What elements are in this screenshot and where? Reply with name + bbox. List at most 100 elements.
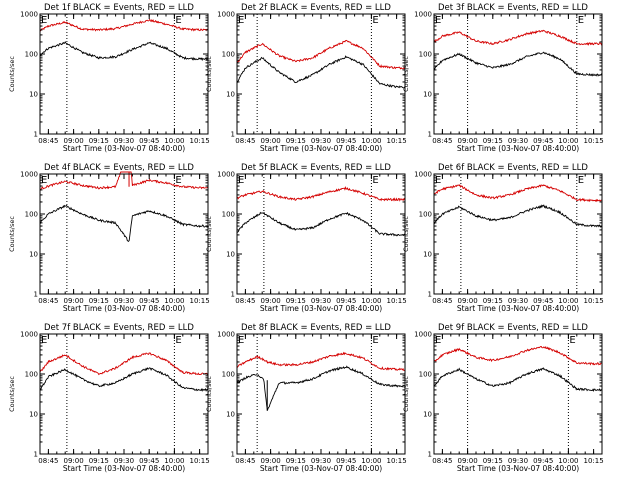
series-events-line (434, 204, 602, 228)
y-tick-label: 100 (25, 211, 38, 219)
x-tick-label: 09:30 (311, 297, 331, 305)
x-axis-label: Start Time (03-Nov-07 08:40:00) (63, 304, 185, 313)
panel-title: Det 1f BLACK = Events, RED = LLD (44, 3, 194, 13)
series-lld-line (40, 171, 208, 191)
panel-4: Det 4f BLACK = Events, RED = LLD 1 10 100 10… (8, 163, 210, 313)
y-tick-label: 100 (419, 51, 432, 59)
x-tick-label: 09:45 (139, 297, 159, 305)
x-tick-label: 10:00 (558, 137, 578, 145)
x-tick-label: 09:45 (533, 297, 553, 305)
axes-frame (39, 13, 209, 135)
e-mark: E (41, 15, 47, 26)
x-tick-label: 09:00 (458, 297, 478, 305)
x-axis-label: Start Time (03-Nov-07 08:40:00) (63, 144, 185, 153)
y-tick-label: 100 (222, 371, 235, 379)
x-tick-label: 09:30 (114, 457, 134, 465)
x-tick-label: 09:30 (508, 297, 528, 305)
y-tick-label: 1000 (217, 171, 235, 179)
series-lld-line (434, 29, 602, 46)
x-tick-label: 09:15 (483, 137, 503, 145)
e-mark: E (578, 15, 584, 26)
y-tick-label: 10 (423, 251, 432, 259)
y-axis-label: Counts/sec (8, 216, 16, 252)
x-tick-label: 09:15 (286, 457, 306, 465)
series-events-line (40, 367, 208, 392)
x-tick-label: 10:15 (190, 457, 210, 465)
x-tick-label: 10:00 (558, 297, 578, 305)
series-lld-line (237, 39, 405, 70)
y-tick-label: 1 (428, 451, 432, 459)
series-group (237, 351, 405, 411)
y-tick-label: 10 (226, 251, 235, 259)
x-tick-label: 10:00 (164, 457, 184, 465)
e-mark: E (372, 15, 378, 26)
x-tick-label: 09:00 (261, 297, 281, 305)
x-tick-label: 09:00 (261, 457, 281, 465)
x-tick-label: 09:15 (286, 137, 306, 145)
e-mark: E (238, 175, 244, 186)
x-tick-label: 09:00 (261, 137, 281, 145)
series-lld-line (237, 351, 405, 371)
x-axis-label: Start Time (03-Nov-07 08:40:00) (260, 464, 382, 473)
x-tick-label: 08:45 (235, 137, 255, 145)
e-mark: E (175, 15, 181, 26)
x-tick-label: 09:45 (533, 457, 553, 465)
y-tick-label: 10 (423, 411, 432, 419)
e-mark: E (435, 175, 441, 186)
y-tick-label: 100 (222, 51, 235, 59)
x-tick-label: 08:45 (38, 137, 58, 145)
y-tick-label: 1000 (414, 11, 432, 19)
axes-frame (39, 333, 209, 455)
y-tick-label: 1000 (217, 331, 235, 339)
y-tick-label: 1 (428, 131, 432, 139)
x-tick-label: 10:00 (361, 457, 381, 465)
x-tick-label: 09:30 (114, 297, 134, 305)
e-mark: E (238, 15, 244, 26)
panel-title: Det 9f BLACK = Events, RED = LLD (438, 323, 588, 333)
y-tick-label: 1000 (414, 171, 432, 179)
e-mark: E (175, 175, 181, 186)
y-axis-label: Counts/sec (8, 376, 16, 412)
series-group (237, 186, 405, 237)
panel-7: Det 7f BLACK = Events, RED = LLD 1 10 100 10… (8, 323, 210, 473)
x-tick-label: 08:45 (432, 457, 452, 465)
panel-title: Det 2f BLACK = Events, RED = LLD (241, 3, 391, 13)
e-mark: E (435, 15, 441, 26)
e-mark: E (372, 175, 378, 186)
y-tick-label: 10 (226, 91, 235, 99)
x-tick-label: 09:00 (64, 297, 84, 305)
panel-9: Det 9f BLACK = Events, RED = LLD 1 10 100 10… (402, 323, 604, 473)
x-tick-label: 09:30 (508, 137, 528, 145)
y-axis-label: Counts/sec (205, 216, 213, 252)
x-tick-label: 10:15 (387, 137, 407, 145)
panel-1: Det 1f BLACK = Events, RED = LLD 1 10 100 10… (8, 3, 210, 153)
x-tick-label: 08:45 (235, 297, 255, 305)
e-mark: E (41, 175, 47, 186)
y-tick-label: 1000 (20, 11, 38, 19)
x-tick-label: 10:15 (190, 137, 210, 145)
y-axis-label: Counts/sec (402, 56, 410, 92)
x-tick-label: 10:00 (164, 137, 184, 145)
axes-frame (433, 333, 603, 455)
x-axis-label: Start Time (03-Nov-07 08:40:00) (457, 304, 579, 313)
x-tick-label: 10:00 (361, 297, 381, 305)
x-tick-label: 09:30 (311, 457, 331, 465)
series-group (434, 345, 602, 393)
x-axis-label: Start Time (03-Nov-07 08:40:00) (457, 464, 579, 473)
e-mark: E (435, 335, 441, 346)
x-tick-label: 10:15 (190, 297, 210, 305)
x-tick-label: 09:45 (533, 137, 553, 145)
x-tick-label: 09:00 (64, 137, 84, 145)
series-group (434, 29, 602, 77)
panel-title: Det 5f BLACK = Events, RED = LLD (241, 163, 391, 173)
panel-title: Det 7f BLACK = Events, RED = LLD (44, 323, 194, 333)
y-tick-label: 100 (25, 51, 38, 59)
y-axis-label: Counts/sec (205, 376, 213, 412)
series-lld-line (434, 183, 602, 203)
series-group (434, 183, 602, 228)
y-tick-label: 10 (29, 251, 38, 259)
series-lld-line (434, 345, 602, 366)
series-group (40, 18, 208, 62)
y-tick-label: 10 (29, 411, 38, 419)
x-tick-label: 09:15 (483, 297, 503, 305)
